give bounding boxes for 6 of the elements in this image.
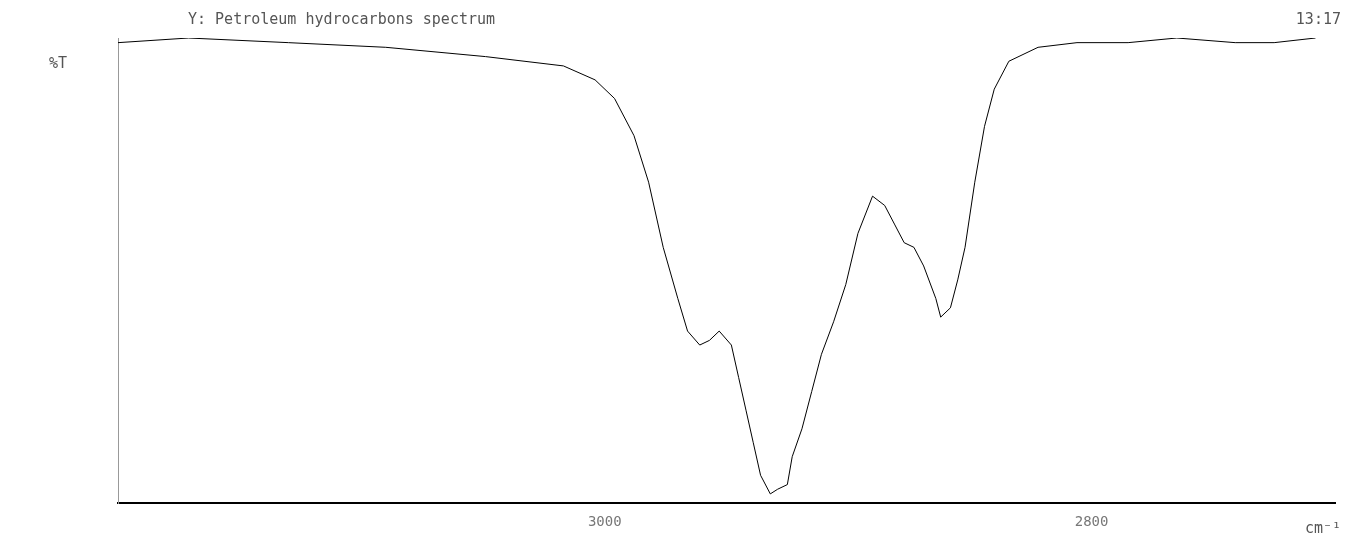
y-axis-title: %T (48, 53, 68, 72)
x-tick-label: 3000 (587, 513, 622, 530)
x-tick-label: 2800 (1074, 513, 1109, 530)
x-axis-title: cm⁻¹ (1304, 519, 1341, 538)
text: 13:17 (1295, 9, 1341, 28)
chart-title: Y: Petroleum hydrocarbons spectrum (188, 9, 496, 28)
